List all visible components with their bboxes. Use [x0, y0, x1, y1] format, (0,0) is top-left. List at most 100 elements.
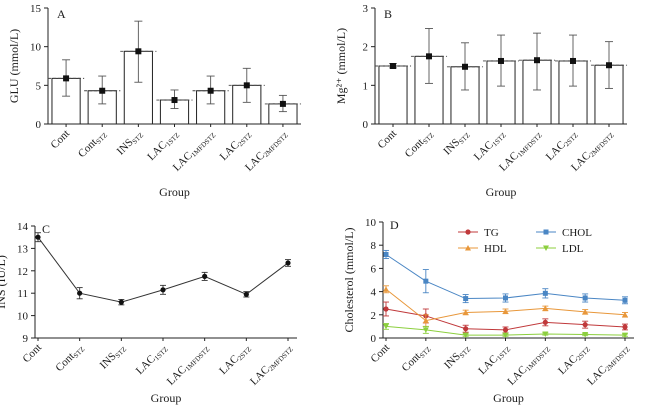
B-mean-marker-1 — [426, 53, 432, 60]
D-CHOL-point-5 — [582, 295, 588, 301]
B-x-tick-base-0: Cont — [375, 128, 399, 152]
D-legend-marker-LDL — [543, 245, 549, 251]
A-x-tick-sub-6: 2MFDSTZ — [262, 131, 290, 159]
A-x-tick-text-1: ContSTZ — [76, 128, 109, 161]
B-x-tick-label-1: ContSTZ — [403, 128, 436, 161]
B-mean-marker-0 — [390, 63, 396, 69]
B-panel-label: B — [384, 7, 392, 21]
D-y-tick-label-3: 6 — [371, 263, 377, 275]
A-x-tick-label-2: INSSTZ — [115, 131, 146, 157]
C-x-tick-text-5: LAC2STZ — [217, 342, 253, 378]
B-x-tick-sub-1: STZ — [421, 131, 435, 145]
A-mean-marker-3 — [171, 97, 178, 104]
A-mean-marker-1 — [99, 87, 106, 94]
D-legend-marker-TG — [465, 229, 471, 235]
A-y-tick-label-3: 15 — [30, 3, 42, 15]
D-y-tick-label-0: 0 — [371, 333, 377, 345]
A-panel-label: A — [57, 7, 66, 21]
B-mean-marker-3 — [498, 57, 504, 64]
A-x-tick-text-5: LAC2STZ — [218, 128, 254, 164]
C-y-tick-label-2: 11 — [17, 288, 28, 300]
A-x-tick-text-0: Cont — [49, 128, 73, 152]
C-y-axis-title: INS (IU/L) — [0, 255, 8, 309]
D-legend-label-LDL: LDL — [562, 243, 584, 255]
A-mean-marker-2 — [135, 48, 142, 55]
B-x-tick-text-0: Cont — [375, 128, 399, 152]
C-x-tick-sub-6: 2MFDSTZ — [267, 345, 295, 373]
D-x-tick-sub-6: 2MFDSTZ — [604, 345, 632, 373]
A-x-tick-sub-5: 2STZ — [237, 131, 254, 148]
D-CHOL-point-6 — [622, 297, 628, 303]
A-y-title-group: GLU (mmol/L) — [7, 29, 21, 103]
A-mean-marker-6 — [279, 100, 286, 107]
D-HDL-point-5 — [582, 308, 589, 315]
C-x-tick-label-1: ContSTZ — [53, 345, 86, 374]
C-x-tick-label-4: LAC1MFDSTZ — [165, 342, 212, 389]
panel-B: 0 1 2 3 B Mg²⁺ (mmol/L) Group Cont ContSTZ INSSTZ… — [334, 3, 628, 199]
D-y-tick-label-4: 8 — [371, 240, 377, 252]
B-y-tick-label-3: 3 — [363, 3, 369, 15]
D-LDL-point-3 — [502, 332, 509, 339]
C-x-tick-base-0: Cont — [20, 342, 44, 366]
B-x-tick-text-1: ContSTZ — [403, 128, 436, 161]
D-CHOL-point-3 — [503, 295, 508, 301]
B-x-tick-sub-3: 1STZ — [491, 131, 508, 148]
C-y-tick-label-0: 9 — [23, 333, 29, 345]
D-LDL-point-6 — [622, 332, 628, 339]
C-y-tick-label-5: 14 — [17, 221, 29, 233]
A-x-tick-label-3: LAC1STZ — [145, 128, 181, 164]
C-x-tick-label-2: INSSTZ — [98, 345, 129, 371]
B-y-tick-label-2: 2 — [363, 42, 369, 54]
B-x-tick-label-2: INSSTZ — [441, 128, 472, 159]
D-x-tick-label-2: INSSTZ — [442, 345, 473, 371]
D-x-tick-text-0: Cont — [368, 342, 392, 366]
C-x-tick-text-4: LAC1MFDSTZ — [165, 342, 212, 389]
D-CHOL-point-1 — [423, 278, 429, 284]
C-x-tick-sub-3: 1STZ — [153, 345, 170, 362]
D-y-tick-label-1: 2 — [371, 310, 377, 322]
D-x-tick-label-3: LAC1STZ — [476, 345, 512, 377]
C-y-title-group: INS (IU/L) — [0, 255, 8, 309]
C-INS-point-5 — [243, 291, 249, 297]
D-x-tick-sub-5: 2STZ — [575, 345, 592, 362]
C-INS-point-4 — [202, 273, 208, 279]
B-x-tick-label-3: LAC1STZ — [472, 131, 508, 163]
D-HDL-point-6 — [622, 311, 628, 318]
D-HDL-point-1 — [422, 317, 429, 324]
C-x-tick-text-3: LAC1STZ — [134, 342, 170, 378]
D-x-tick-label-4: LAC1MFDSTZ — [505, 342, 552, 389]
C-INS-point-0 — [35, 234, 41, 240]
D-x-tick-sub-2: STZ — [458, 345, 472, 359]
D-legend-marker-HDL — [465, 245, 471, 251]
A-y-axis-title: GLU (mmol/L) — [7, 29, 21, 103]
D-TG-point-5 — [582, 322, 588, 328]
D-LDL-point-4 — [542, 331, 549, 337]
D-LDL-point-5 — [582, 332, 589, 338]
C-x-tick-text-0: Cont — [20, 342, 44, 366]
C-x-tick-sub-5: 2STZ — [236, 345, 253, 362]
A-x-tick-sub-1: STZ — [95, 131, 109, 145]
A-x-tick-text-3: LAC1STZ — [145, 128, 181, 164]
B-x-tick-sub-2: STZ — [457, 131, 471, 145]
A-mean-marker-0 — [63, 75, 70, 82]
A-x-axis-title: Group — [159, 185, 190, 199]
A-x-tick-sub-4: 1MFDSTZ — [190, 131, 218, 159]
A-x-tick-sub-3: 1STZ — [164, 131, 181, 148]
D-x-tick-text-6: LAC2MFDSTZ — [585, 342, 632, 389]
D-series-line-CHOL — [385, 254, 626, 301]
D-x-tick-sub-1: STZ — [418, 345, 432, 359]
D-legend-label-TG: TG — [484, 227, 499, 239]
panel-A: 0 5 10 15 A GLU (mmol/L) Group Cont ContSTZ INSST… — [7, 3, 302, 199]
B-x-tick-sub-5: 2STZ — [563, 131, 580, 148]
panel-C: 9 10 11 12 13 14 C INS (IU/L) Group Cont ContSTZ IN… — [0, 221, 297, 405]
D-HDL-point-2 — [462, 309, 469, 315]
A-y-tick-label-1: 5 — [36, 80, 42, 92]
A-x-tick-base-0: Cont — [49, 128, 73, 152]
C-x-tick-sub-1: STZ — [72, 345, 86, 359]
B-x-tick-text-2: INSSTZ — [441, 128, 472, 159]
D-HDL-point-3 — [502, 308, 509, 314]
C-INS-point-6 — [285, 260, 291, 266]
A-mean-marker-4 — [207, 87, 214, 94]
C-panel-label: C — [42, 222, 50, 236]
D-x-tick-text-4: LAC1MFDSTZ — [505, 342, 552, 389]
